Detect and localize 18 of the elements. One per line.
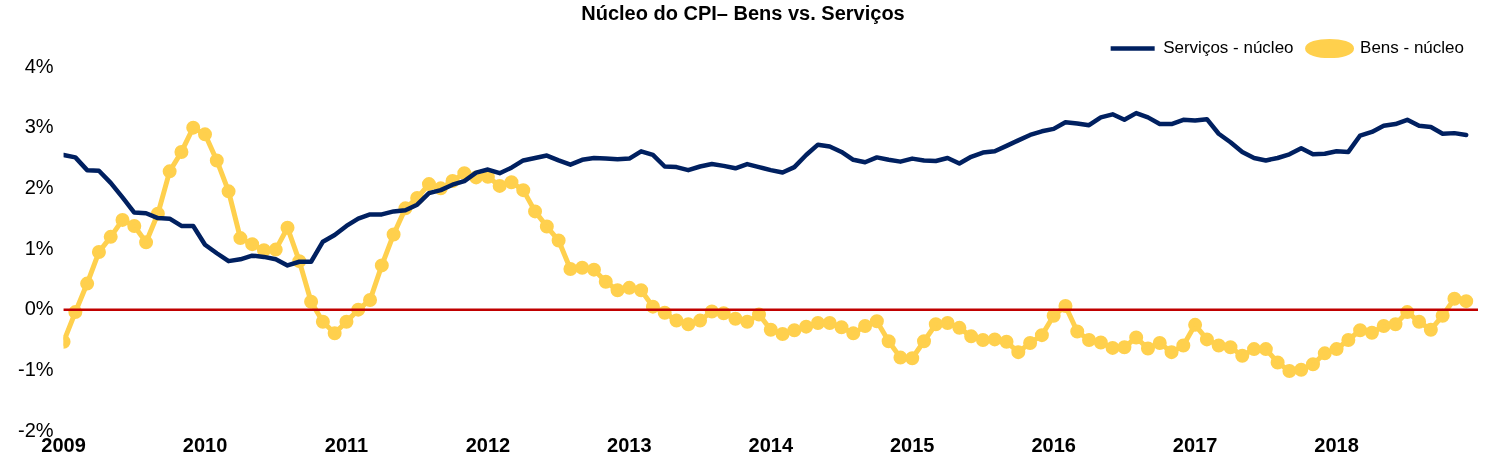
legend-label: Bens - núcleo xyxy=(1360,38,1464,58)
x-tick-label: 2012 xyxy=(465,433,511,456)
y-tick-label: -1% xyxy=(17,357,54,380)
x-tick-label: 2014 xyxy=(748,433,794,456)
y-tick-label: 4% xyxy=(24,54,54,77)
y-tick-label: 3% xyxy=(24,115,54,138)
y-tick-label: 1% xyxy=(24,236,54,259)
y-tick-label: 2% xyxy=(24,175,54,198)
legend-label: Serviços - núcleo xyxy=(1163,38,1294,58)
x-tick-label: 2013 xyxy=(607,433,652,456)
x-tick-label: 2016 xyxy=(1031,433,1076,456)
x-tick-label: 2010 xyxy=(182,433,228,456)
x-tick-label: 2011 xyxy=(324,433,369,456)
x-tick-label: 2018 xyxy=(1314,433,1359,456)
x-tick-label: 2017 xyxy=(1172,433,1218,456)
x-tick-label: 2015 xyxy=(889,433,935,456)
chart-title: Núcleo do CPI– Bens vs. Serviços xyxy=(581,1,905,24)
y-tick-label: 0% xyxy=(24,297,54,320)
